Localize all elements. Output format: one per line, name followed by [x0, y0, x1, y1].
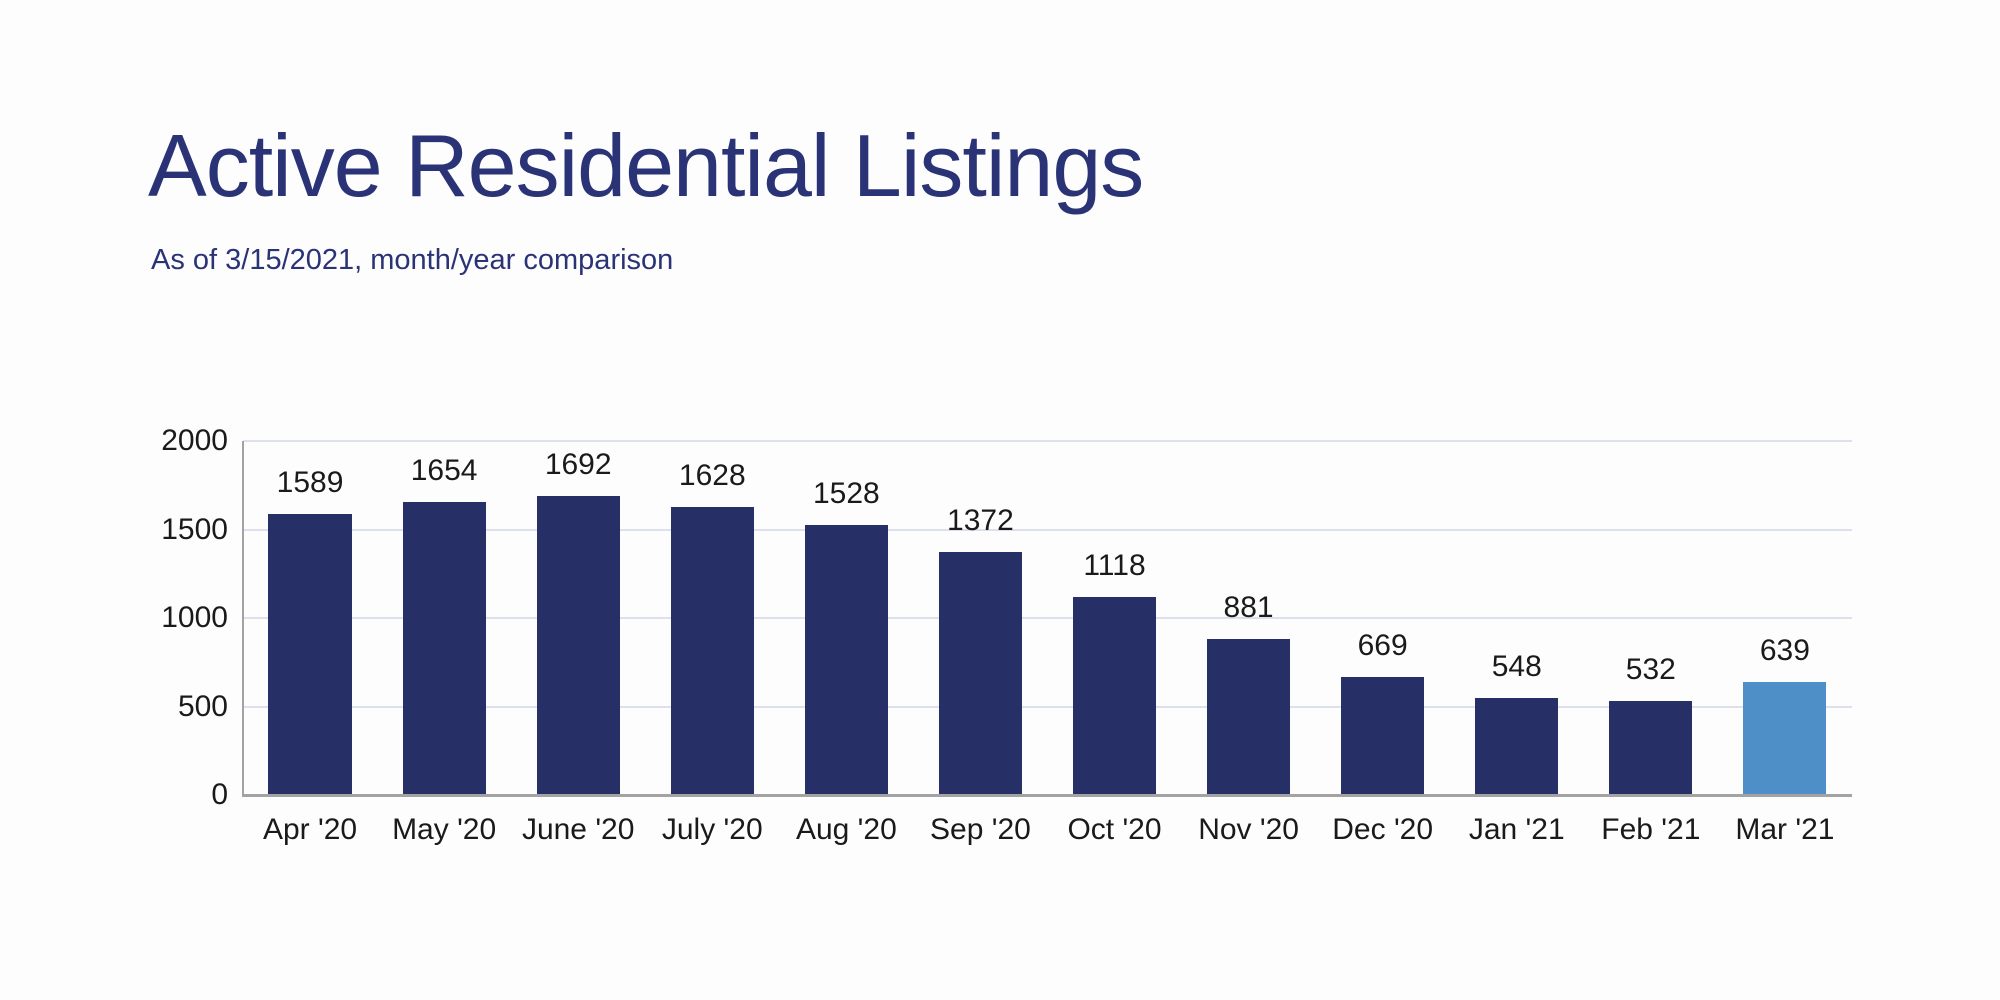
gridline — [243, 705, 1852, 708]
bar-slot: 1372 — [913, 441, 1047, 795]
bar-value-label: 548 — [1491, 650, 1542, 684]
bar-nov-20: 881 — [1207, 591, 1291, 795]
bar-slot: 1118 — [1047, 441, 1181, 795]
bar-value-label: 881 — [1223, 591, 1274, 625]
bar-feb-21: 532 — [1609, 653, 1693, 795]
x-axis-tick-label: Feb '21 — [1601, 813, 1701, 846]
x-axis-tick-label: Apr '20 — [262, 813, 358, 846]
x-axis-tick-label: Sep '20 — [930, 813, 1031, 846]
bar-dec-20: 669 — [1341, 629, 1425, 795]
bar-apr-20: 1589 — [268, 466, 352, 795]
bar-aug-20: 1528 — [804, 477, 888, 795]
y-axis: 0 500 1000 1500 2000 — [90, 426, 228, 810]
bar-value-label: 1118 — [1083, 549, 1146, 583]
bar-value-label: 1589 — [276, 465, 344, 499]
bar-value-label: 1628 — [678, 458, 746, 492]
y-axis-tick-label: 0 — [211, 778, 228, 811]
bar-june-20: 1692 — [536, 448, 620, 795]
y-axis-line — [242, 441, 244, 795]
bar-slot: 1628 — [645, 441, 779, 795]
x-axis-tick-label: Mar '21 — [1735, 813, 1835, 846]
x-axis-line — [242, 794, 1852, 797]
bar-oct-20: 1118 — [1072, 549, 1157, 795]
bar-mar-21: 639 — [1743, 634, 1827, 795]
x-axis-tick-label: Dec '20 — [1332, 813, 1434, 846]
x-axis-tick-label: June '20 — [521, 813, 635, 846]
gridline — [243, 528, 1852, 531]
gridline — [243, 617, 1852, 619]
bar-value-label: 1692 — [544, 447, 612, 481]
plot-area: 1589 1654 1692 1628 1528 1372 1118 881 669 548 532… — [242, 440, 1852, 797]
gridline — [243, 440, 1852, 442]
y-axis-tick-label: 2000 — [161, 424, 228, 457]
x-axis: Apr '20 May '20 June '20 July '20 Aug '20 Sep… — [243, 813, 1852, 847]
bar-jan-21: 548 — [1475, 650, 1559, 795]
bar-slot: 1692 — [511, 441, 645, 795]
bar-value-label: 669 — [1357, 628, 1408, 662]
bar-value-label: 1654 — [410, 454, 478, 488]
bar-slot: 532 — [1584, 441, 1718, 795]
bar-chart: 0 500 1000 1500 2000 1589 1654 1692 1628 1528 137… — [0, 426, 2000, 861]
bar-value-label: 639 — [1759, 633, 1810, 667]
bar-slot: 881 — [1182, 441, 1316, 795]
x-axis-tick-label: Nov '20 — [1198, 813, 1299, 846]
x-axis-tick-label: Oct '20 — [1067, 813, 1162, 846]
bar-slot: 1589 — [243, 441, 377, 795]
x-axis-tick-label: Jan '21 — [1468, 813, 1565, 846]
y-axis-tick-label: 1500 — [161, 512, 228, 546]
bar-series: 1589 1654 1692 1628 1528 1372 1118 881 669 548 532… — [243, 441, 1852, 795]
bar-sep-20: 1372 — [938, 504, 1022, 795]
x-axis-tick-label: Aug '20 — [795, 813, 897, 846]
y-axis-tick-label: 1000 — [161, 601, 228, 634]
page-subtitle: As of 3/15/2021, month/year comparison — [151, 244, 674, 276]
y-axis-tick-label: 500 — [177, 689, 228, 723]
bar-slot: 1654 — [377, 441, 511, 795]
x-axis-tick-label: July '20 — [661, 813, 763, 846]
bar-slot: 669 — [1316, 441, 1450, 795]
bar-value-label: 532 — [1625, 652, 1676, 686]
bar-may-20: 1654 — [402, 454, 486, 795]
bar-value-label: 1372 — [947, 504, 1014, 538]
page-title: Active Residential Listings — [148, 116, 1144, 215]
bar-slot: 639 — [1718, 441, 1852, 795]
bar-july-20: 1628 — [670, 459, 754, 795]
x-axis-tick-label: May '20 — [392, 813, 497, 846]
bar-slot: 548 — [1450, 441, 1584, 795]
bar-slot: 1528 — [779, 441, 913, 795]
bar-value-label: 1528 — [812, 476, 880, 510]
